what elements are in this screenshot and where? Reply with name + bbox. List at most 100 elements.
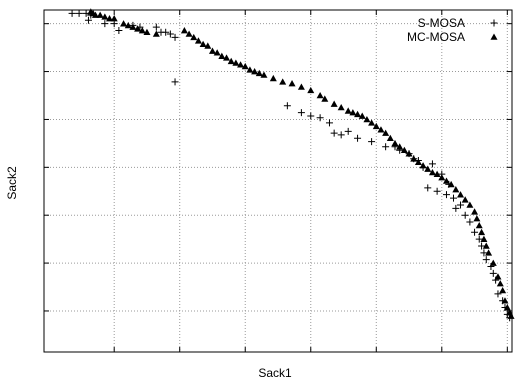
- point-mc-mosa-20: [208, 47, 216, 54]
- series-mc-mosa: [87, 8, 515, 319]
- point-s-mosa-17: [297, 109, 305, 117]
- point-mc-mosa-35: [297, 83, 305, 90]
- point-mc-mosa-28: [246, 66, 254, 73]
- point-s-mosa-43: [466, 218, 474, 226]
- point-mc-mosa-14: [180, 27, 188, 34]
- point-mc-mosa-71: [478, 228, 486, 236]
- point-mc-mosa-43: [354, 110, 362, 118]
- point-s-mosa-4: [84, 16, 92, 24]
- point-s-mosa-5: [101, 20, 109, 28]
- point-s-mosa-47: [480, 249, 488, 257]
- point-mc-mosa-62: [442, 177, 450, 184]
- point-s-mosa-0: [68, 9, 76, 17]
- point-mc-mosa-6: [110, 15, 118, 22]
- point-mc-mosa-76: [494, 273, 502, 280]
- legend-marker-mc-mosa: [490, 33, 498, 40]
- point-mc-mosa-29: [251, 68, 259, 75]
- point-s-mosa-13: [166, 30, 174, 38]
- point-mc-mosa-40: [337, 103, 345, 111]
- point-mc-mosa-36: [307, 86, 315, 94]
- point-mc-mosa-5: [106, 15, 114, 22]
- point-mc-mosa-72: [480, 235, 488, 242]
- point-mc-mosa-19: [204, 42, 212, 49]
- x-axis-label: Sack1: [258, 366, 292, 380]
- point-mc-mosa-53: [400, 146, 408, 154]
- point-mc-mosa-51: [391, 139, 399, 147]
- point-mc-mosa-46: [368, 119, 376, 126]
- point-mc-mosa-23: [223, 54, 231, 61]
- point-mc-mosa-55: [410, 155, 418, 162]
- point-mc-mosa-44: [358, 112, 366, 119]
- point-s-mosa-39: [450, 194, 457, 202]
- point-s-mosa-10: [152, 23, 160, 31]
- point-mc-mosa-24: [227, 57, 235, 65]
- point-mc-mosa-12: [143, 28, 151, 36]
- point-mc-mosa-16: [190, 33, 198, 41]
- point-mc-mosa-4: [101, 13, 109, 20]
- point-mc-mosa-67: [466, 201, 474, 208]
- point-mc-mosa-3: [96, 11, 104, 18]
- legend-marker-s-mosa: [490, 19, 498, 27]
- point-mc-mosa-34: [288, 80, 296, 87]
- point-s-mosa-9: [115, 27, 123, 35]
- point-s-mosa-15: [171, 78, 179, 86]
- point-s-mosa-36: [424, 184, 432, 192]
- point-mc-mosa-18: [199, 40, 207, 47]
- point-mc-mosa-60: [433, 170, 441, 177]
- point-s-mosa-33: [428, 160, 436, 168]
- point-mc-mosa-52: [396, 143, 404, 150]
- point-mc-mosa-78: [499, 286, 507, 294]
- point-mc-mosa-54: [405, 150, 413, 157]
- point-s-mosa-20: [325, 119, 333, 127]
- point-mc-mosa-57: [419, 162, 427, 169]
- point-s-mosa-24: [354, 134, 362, 142]
- point-mc-mosa-9: [129, 23, 137, 30]
- point-mc-mosa-47: [372, 122, 380, 130]
- point-mc-mosa-39: [330, 100, 338, 107]
- point-mc-mosa-65: [457, 191, 465, 198]
- point-mc-mosa-32: [269, 74, 277, 82]
- legend-label-s-mosa: S-MOSA: [418, 16, 465, 30]
- point-mc-mosa-70: [475, 221, 483, 229]
- point-s-mosa-1: [75, 9, 83, 17]
- point-mc-mosa-41: [344, 107, 352, 114]
- data-series: [68, 8, 515, 322]
- point-mc-mosa-68: [471, 208, 479, 215]
- point-s-mosa-25: [368, 138, 376, 146]
- point-mc-mosa-77: [496, 280, 504, 287]
- point-s-mosa-26: [382, 143, 390, 151]
- point-s-mosa-50: [489, 269, 497, 277]
- point-mc-mosa-33: [279, 78, 287, 85]
- point-s-mosa-42: [461, 211, 469, 219]
- y-axis-label: Sack2: [5, 166, 19, 200]
- grid: [44, 10, 512, 352]
- point-s-mosa-52: [494, 290, 502, 298]
- legend-label-mc-mosa: MC-MOSA: [407, 30, 465, 44]
- point-mc-mosa-25: [232, 59, 240, 66]
- point-mc-mosa-27: [241, 62, 249, 70]
- point-mc-mosa-30: [255, 69, 263, 77]
- point-mc-mosa-31: [260, 71, 268, 78]
- point-mc-mosa-21: [213, 49, 221, 56]
- point-mc-mosa-10: [134, 25, 142, 32]
- point-mc-mosa-37: [316, 92, 324, 99]
- point-s-mosa-16: [283, 102, 291, 110]
- point-mc-mosa-64: [452, 186, 460, 193]
- point-mc-mosa-73: [482, 242, 490, 249]
- point-mc-mosa-11: [138, 27, 146, 34]
- plot-frame: [43, 9, 513, 353]
- point-mc-mosa-61: [438, 174, 446, 181]
- series-s-mosa: [68, 9, 514, 322]
- point-mc-mosa-22: [218, 52, 226, 59]
- point-mc-mosa-79: [501, 297, 509, 304]
- point-mc-mosa-49: [382, 129, 390, 136]
- point-mc-mosa-69: [473, 215, 481, 222]
- point-s-mosa-45: [475, 235, 483, 243]
- point-s-mosa-19: [316, 114, 324, 122]
- point-mc-mosa-48: [377, 126, 385, 133]
- point-mc-mosa-82: [507, 312, 515, 319]
- point-mc-mosa-56: [414, 158, 422, 165]
- point-mc-mosa-75: [489, 259, 497, 266]
